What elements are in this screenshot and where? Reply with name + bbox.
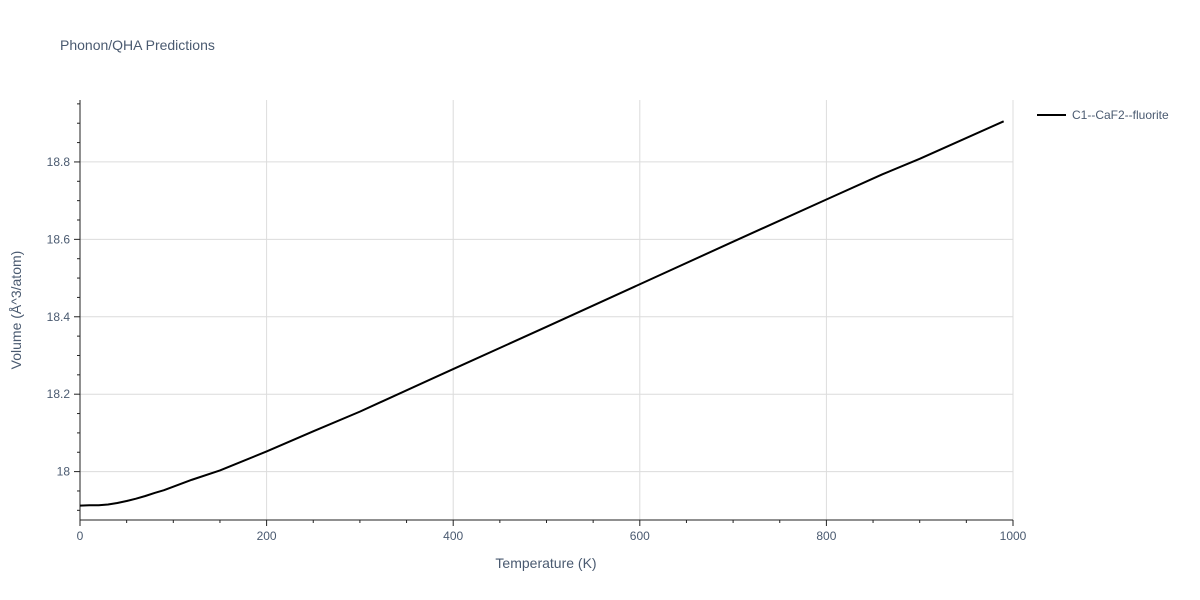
series-line [79,120,1005,507]
axes [74,100,1014,526]
x-tick-label: 600 [630,529,650,543]
grid [80,100,1014,520]
y-axis-title: Volume (Å^3/atom) [8,251,24,370]
x-tick-label: 1000 [1000,529,1027,543]
x-tick-label: 0 [77,529,84,543]
x-tick-label: 800 [816,529,836,543]
x-tick-label: 200 [257,529,277,543]
x-tick-labels: 0 200 400 600 800 1000 [77,529,1027,543]
series-layer [79,120,1005,507]
y-tick-label: 18.8 [47,155,71,169]
y-tick-label: 18.4 [47,310,71,324]
y-tick-label: 18.6 [47,232,71,246]
legend[interactable]: C1--CaF2--fluorite [1037,108,1169,122]
y-tick-label: 18.2 [47,387,71,401]
legend-item-label: C1--CaF2--fluorite [1072,108,1169,122]
y-tick-labels: 18 18.2 18.4 18.6 18.8 [47,155,71,479]
y-tick-label: 18 [57,465,71,479]
x-tick-label: 400 [443,529,463,543]
chart-title: Phonon/QHA Predictions [60,37,215,53]
x-axis-title: Temperature (K) [495,555,596,571]
